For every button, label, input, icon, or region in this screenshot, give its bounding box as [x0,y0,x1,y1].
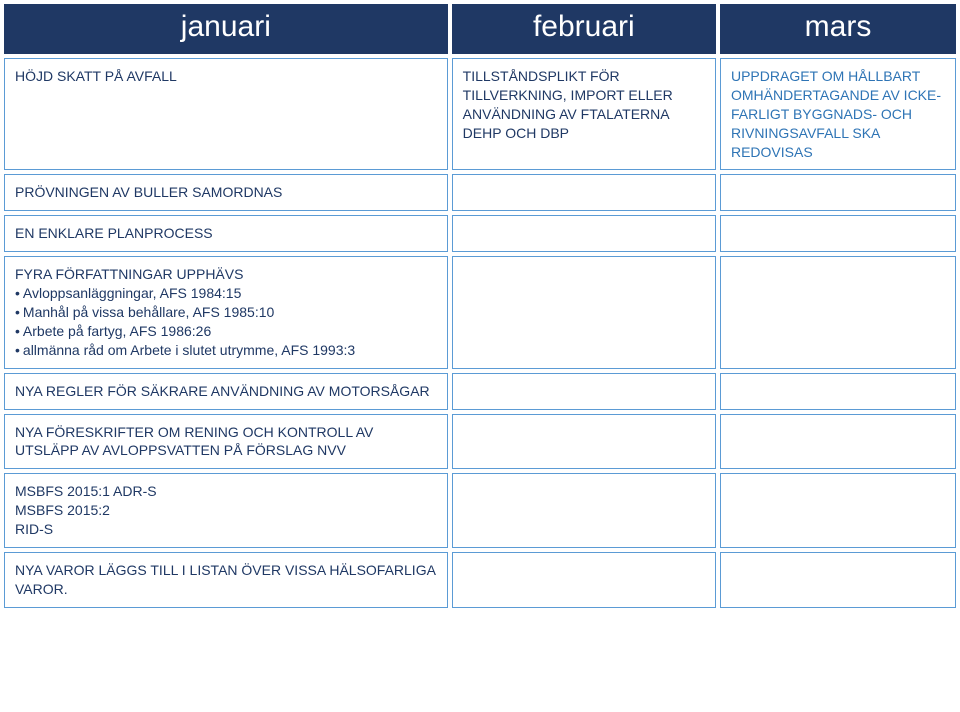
cell-jan: HÖJD SKATT PÅ AVFALL [4,58,448,170]
header-jan: januari [4,4,448,54]
table-row: HÖJD SKATT PÅ AVFALL TILLSTÅNDSPLIKT FÖR… [4,58,956,170]
cell-mar [720,174,956,211]
cell-feb [452,414,716,470]
cell-jan: NYA FÖRESKRIFTER OM RENING OCH KONTROLL … [4,414,448,470]
cell-jan: EN ENKLARE PLANPROCESS [4,215,448,252]
month-table: januari februari mars HÖJD SKATT PÅ AVFA… [0,0,960,612]
cell-mar: UPPDRAGET OM HÅLLBART OMHÄNDERTAGANDE AV… [720,58,956,170]
bullet-item: allmänna råd om Arbete i slutet utrymme,… [15,341,437,360]
cell-mar [720,373,956,410]
table-row: FYRA FÖRFATTNINGAR UPPHÄVS Avloppsanlägg… [4,256,956,368]
cell-feb [452,473,716,548]
header-mar: mars [720,4,956,54]
bullet-item: Arbete på fartyg, AFS 1986:26 [15,322,437,341]
cell-feb [452,552,716,608]
table-row: NYA VAROR LÄGGS TILL I LISTAN ÖVER VISSA… [4,552,956,608]
table-row: MSBFS 2015:1 ADR-S MSBFS 2015:2 RID-S [4,473,956,548]
table-row: EN ENKLARE PLANPROCESS [4,215,956,252]
cell-mar [720,552,956,608]
cell-feb [452,215,716,252]
cell-feb: TILLSTÅNDSPLIKT FÖR TILLVERKNING, IMPORT… [452,58,716,170]
header-feb: februari [452,4,716,54]
cell-mar [720,215,956,252]
cell-feb [452,256,716,368]
cell-mar [720,414,956,470]
header-row: januari februari mars [4,4,956,54]
cell-mar [720,473,956,548]
table-row: NYA FÖRESKRIFTER OM RENING OCH KONTROLL … [4,414,956,470]
bullet-item: Avloppsanläggningar, AFS 1984:15 [15,284,437,303]
bullet-item: Manhål på vissa behållare, AFS 1985:10 [15,303,437,322]
table-row: PRÖVNINGEN AV BULLER SAMORDNAS [4,174,956,211]
cell-mar [720,256,956,368]
table-row: NYA REGLER FÖR SÄKRARE ANVÄNDNING AV MOT… [4,373,956,410]
cell-jan: PRÖVNINGEN AV BULLER SAMORDNAS [4,174,448,211]
cell-jan-title: FYRA FÖRFATTNINGAR UPPHÄVS [15,265,437,284]
cell-jan: FYRA FÖRFATTNINGAR UPPHÄVS Avloppsanlägg… [4,256,448,368]
cell-jan: MSBFS 2015:1 ADR-S MSBFS 2015:2 RID-S [4,473,448,548]
cell-jan: NYA VAROR LÄGGS TILL I LISTAN ÖVER VISSA… [4,552,448,608]
cell-feb [452,373,716,410]
cell-feb [452,174,716,211]
cell-jan-bullets: Avloppsanläggningar, AFS 1984:15 Manhål … [15,284,437,360]
cell-jan: NYA REGLER FÖR SÄKRARE ANVÄNDNING AV MOT… [4,373,448,410]
